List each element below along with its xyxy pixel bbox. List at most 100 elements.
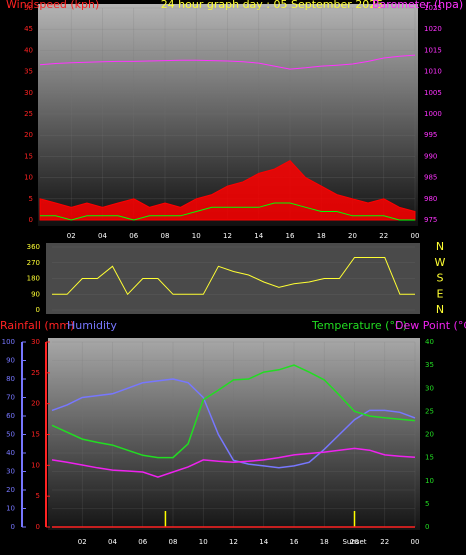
x-tick-label: 02 [78, 538, 87, 546]
y-tick-label: 30 [31, 338, 40, 346]
y-tick-label: 10 [425, 477, 434, 485]
series-line [51, 447, 416, 478]
legend-entry: Rainfall (mm) [0, 319, 74, 332]
series-line [39, 54, 416, 70]
x-tick-label: 14 [259, 538, 268, 546]
x-tick-label: 18 [320, 538, 329, 546]
x-tick-label: 06 [129, 232, 138, 240]
x-tick-label: 22 [379, 232, 388, 240]
x-tick-label: 00 [411, 538, 420, 546]
y-tick-label: 15 [24, 152, 33, 160]
y-tick-label: 1025 [424, 4, 442, 12]
x-tick-label: 12 [223, 232, 232, 240]
y-tick-label: 5 [425, 500, 429, 508]
x-tick-label: 20 [348, 232, 357, 240]
y-tick-label: 40 [425, 338, 434, 346]
y-tick-label: 995 [424, 131, 437, 139]
y-tick-label: 0 [425, 523, 429, 531]
x-tick-label: 02 [67, 232, 76, 240]
x-tick-label: 04 [98, 232, 107, 240]
y-tick-label: 100 [2, 338, 15, 346]
y-tick-label: 35 [425, 361, 434, 369]
y-tick-label: 270 [27, 259, 40, 267]
x-tick-label: 08 [161, 232, 170, 240]
axis-label: Windspeed (kph) [6, 0, 99, 11]
x-tick-label: 18 [317, 232, 326, 240]
y-tick-label: 1010 [424, 68, 442, 76]
y-tick-label: 1005 [424, 89, 442, 97]
y-tick-label: 20 [24, 131, 33, 139]
y-tick-label: 15 [31, 431, 40, 439]
y-tick-label: 5 [29, 195, 33, 203]
y-tick-label: N [436, 303, 444, 316]
axis-label: Barometer (hpa) [372, 0, 463, 11]
series-area [39, 159, 416, 221]
legend-entry: Dew Point (°C) [395, 319, 466, 332]
y-tick-label: 1020 [424, 25, 442, 33]
y-tick-label: 990 [424, 152, 437, 160]
y-tick-label: W [435, 256, 446, 269]
x-tick-label: 16 [290, 538, 299, 546]
y-tick-label: 0 [29, 216, 33, 224]
y-tick-label: 30 [6, 468, 15, 476]
x-tick-label: 12 [229, 538, 238, 546]
y-tick-label: 20 [425, 431, 434, 439]
y-tick-label: 0 [36, 523, 40, 531]
x-tick-label: 16 [286, 232, 295, 240]
legend-entry: Humidity [67, 319, 117, 332]
chart-title: 24 hour graph day : 05 September 2025 [161, 0, 384, 11]
y-tick-label: 25 [425, 407, 434, 415]
y-tick-label: 20 [31, 400, 40, 408]
series-line [40, 202, 415, 221]
y-tick-label: 50 [6, 431, 15, 439]
y-tick-label: 980 [424, 195, 437, 203]
y-tick-label: 90 [6, 357, 15, 365]
y-tick-label: 45 [24, 25, 33, 33]
y-tick-label: 40 [24, 46, 33, 54]
y-tick-label: 15 [425, 454, 434, 462]
y-tick-label: 0 [11, 523, 15, 531]
y-tick-label: N [436, 240, 444, 253]
y-tick-label: 360 [27, 243, 40, 251]
x-tick-label: 10 [192, 232, 201, 240]
x-tick-label: 20 [350, 538, 359, 546]
y-tick-label: 10 [6, 505, 15, 513]
y-tick-label: 40 [6, 449, 15, 457]
y-tick-label: 180 [27, 275, 40, 283]
x-tick-label: 10 [199, 538, 208, 546]
y-tick-label: 10 [31, 461, 40, 469]
y-tick-label: 30 [24, 89, 33, 97]
plot-background [48, 338, 420, 530]
y-tick-label: 35 [24, 68, 33, 76]
y-tick-label: 5 [36, 492, 40, 500]
y-tick-label: 20 [6, 486, 15, 494]
x-tick-label: 14 [254, 232, 263, 240]
annotation: Sunset [342, 538, 366, 546]
y-tick-label: 25 [31, 369, 40, 377]
y-tick-label: 975 [424, 216, 437, 224]
x-tick-label: 00 [411, 232, 420, 240]
y-tick-label: 60 [6, 412, 15, 420]
series-line [51, 364, 416, 459]
x-tick-label: 08 [169, 538, 178, 546]
y-tick-label: 50 [24, 4, 33, 12]
y-tick-label: 10 [24, 174, 33, 182]
x-tick-label: 04 [108, 538, 117, 546]
y-tick-label: 30 [425, 384, 434, 392]
series-line [52, 257, 415, 296]
y-tick-label: S [437, 272, 444, 285]
x-tick-label: 06 [138, 538, 147, 546]
series-line [51, 378, 416, 469]
y-tick-label: 80 [6, 375, 15, 383]
y-tick-label: 0 [36, 306, 40, 314]
y-tick-label: 25 [24, 110, 33, 118]
y-tick-label: E [437, 287, 444, 300]
y-tick-label: 1015 [424, 46, 442, 54]
y-tick-label: 70 [6, 394, 15, 402]
y-tick-label: 90 [31, 290, 40, 298]
y-tick-label: 1000 [424, 110, 442, 118]
plot-background [46, 243, 420, 314]
y-tick-label: 985 [424, 174, 437, 182]
x-tick-label: 22 [380, 538, 389, 546]
